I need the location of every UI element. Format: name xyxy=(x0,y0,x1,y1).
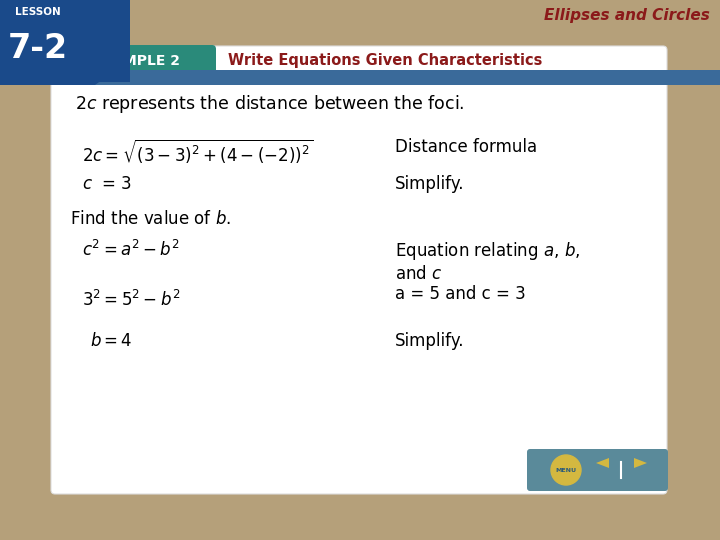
Text: Write Equations Given Characteristics: Write Equations Given Characteristics xyxy=(228,53,542,69)
Text: a = 5 and c = 3: a = 5 and c = 3 xyxy=(395,285,526,303)
Text: $2c = \sqrt{(3-3)^2+(4-(-2))^2}$: $2c = \sqrt{(3-3)^2+(4-(-2))^2}$ xyxy=(82,138,313,166)
Text: LESSON: LESSON xyxy=(15,7,60,17)
Text: MENU: MENU xyxy=(555,468,577,472)
Circle shape xyxy=(551,455,581,485)
FancyBboxPatch shape xyxy=(56,45,216,79)
Text: $c$  = 3: $c$ = 3 xyxy=(82,175,132,193)
FancyBboxPatch shape xyxy=(51,46,667,494)
Text: Equation relating $a$, $b$,
and $c$: Equation relating $a$, $b$, and $c$ xyxy=(395,240,580,283)
Text: Find the value of $b$.: Find the value of $b$. xyxy=(70,210,231,228)
Text: 7-2: 7-2 xyxy=(8,32,68,65)
FancyBboxPatch shape xyxy=(527,449,668,491)
Text: $2c$ represents the distance between the foci.: $2c$ represents the distance between the… xyxy=(75,93,464,115)
FancyBboxPatch shape xyxy=(0,70,720,85)
Text: $b = 4$: $b = 4$ xyxy=(90,332,132,350)
Text: $c^2 = a^2 - b^2$: $c^2 = a^2 - b^2$ xyxy=(82,240,180,260)
PathPatch shape xyxy=(0,0,130,85)
Polygon shape xyxy=(596,458,609,468)
Text: Simplify.: Simplify. xyxy=(395,332,464,350)
Text: Distance formula: Distance formula xyxy=(395,138,537,156)
Text: Ellipses and Circles: Ellipses and Circles xyxy=(544,8,710,23)
FancyBboxPatch shape xyxy=(0,0,130,82)
Text: EXAMPLE 2: EXAMPLE 2 xyxy=(92,54,180,68)
Text: Simplify.: Simplify. xyxy=(395,175,464,193)
Text: $3^2 = 5^2 - b^2$: $3^2 = 5^2 - b^2$ xyxy=(82,290,180,310)
Polygon shape xyxy=(634,458,647,468)
